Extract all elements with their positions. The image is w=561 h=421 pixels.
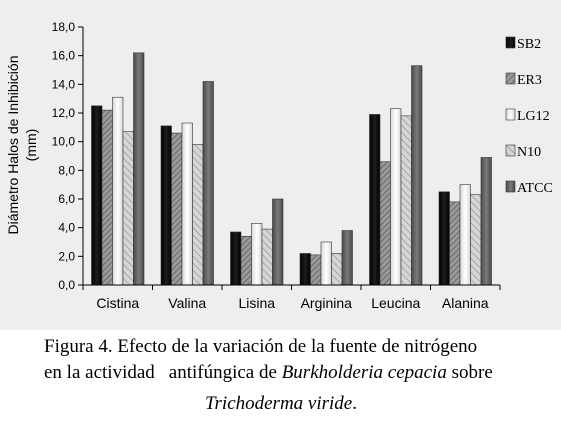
x-tick-label: Lisina [238, 295, 275, 311]
bars [91, 52, 492, 286]
bar-atcc-lisina [272, 198, 284, 286]
chart-panel: Diámetro Halos de Inhibición (mm) 0,0 2,0… [0, 0, 561, 330]
y-tick-label: 2,0 [58, 249, 75, 263]
bar-er3-alanina [449, 201, 461, 286]
bar-atcc-alanina [480, 157, 492, 286]
legend-swatch-atcc [505, 180, 516, 193]
bar-n10-cistina [122, 131, 134, 286]
legend-swatch-lg12 [505, 108, 516, 121]
bar-er3-valina [171, 132, 183, 286]
bar-er3-cistina [101, 109, 113, 286]
bar-lg12-valina [181, 122, 193, 286]
caption-species-name: Burkholderia cepacia [281, 362, 447, 383]
y-tick-label: 4,0 [58, 221, 75, 235]
y-tick-label: 10,0 [52, 135, 76, 149]
bar-lg12-cistina [112, 96, 124, 286]
bar-sb2-arginina [299, 253, 311, 286]
bar-sb2-alanina [438, 191, 450, 286]
bar-atcc-leucina [411, 65, 423, 286]
x-tick-label: Leucina [371, 295, 420, 311]
bar-er3-lisina [240, 235, 252, 286]
legend-label-er3: ER3 [517, 73, 542, 88]
y-tick-label: 14,0 [52, 77, 76, 91]
bar-atcc-valina [202, 81, 214, 286]
y-axis-title-line1: Diámetro Halos de Inhibición [5, 56, 21, 235]
y-tick-label: 0,0 [58, 278, 75, 292]
bar-n10-alanina [470, 194, 482, 286]
y-tick-label: 18,0 [52, 20, 76, 34]
legend-swatch-sb2 [505, 36, 516, 49]
x-tick-label: Alanina [442, 295, 489, 311]
legend-label-atcc: ATCC [517, 181, 553, 196]
caption-line-2: en la actividad antifúngica de Burkholder… [44, 360, 493, 386]
legend: SB2 ER3 LG12 N10 ATCC [505, 36, 553, 196]
bar-er3-arginina [310, 254, 322, 286]
caption-line-2-mid: antifúngica de [168, 362, 282, 383]
bar-n10-leucina [400, 115, 412, 286]
bar-n10-valina [192, 144, 204, 286]
caption-fungus-name: Trichoderma viride [205, 393, 353, 414]
y-tick-label: 8,0 [58, 163, 75, 177]
figure-caption: Figura 4. Efecto de la variación de la f… [0, 334, 561, 421]
bar-sb2-cistina [91, 105, 103, 286]
caption-line-2-start: en la actividad [44, 362, 155, 383]
bar-lg12-alanina [459, 184, 471, 286]
bar-n10-lisina [261, 228, 273, 286]
legend-label-n10: N10 [517, 145, 541, 160]
caption-line-3: Trichoderma viride. [205, 391, 357, 417]
bar-lg12-arginina [320, 241, 332, 286]
bar-sb2-leucina [369, 114, 381, 286]
y-axis-title-line2: (mm) [23, 129, 39, 162]
legend-swatch-n10 [505, 144, 516, 157]
x-tick-label: Valina [168, 295, 206, 311]
caption-line-2-end: sobre [446, 362, 493, 383]
x-tick-label: Cistina [96, 295, 139, 311]
legend-label-lg12: LG12 [517, 109, 550, 124]
caption-line-3-end: . [352, 393, 357, 414]
bar-chart: Diámetro Halos de Inhibición (mm) 0,0 2,0… [5, 20, 553, 311]
y-tick-label: 6,0 [58, 192, 75, 206]
bar-lg12-leucina [390, 108, 402, 286]
legend-label-sb2: SB2 [517, 37, 541, 52]
bar-atcc-cistina [133, 52, 145, 286]
y-axis-title: Diámetro Halos de Inhibición (mm) [5, 56, 39, 235]
bar-n10-arginina [331, 253, 343, 286]
caption-line-1: Figura 4. Efecto de la variación de la f… [44, 336, 478, 357]
x-tick-label: Arginina [301, 295, 353, 311]
bar-sb2-valina [160, 125, 172, 286]
y-tick-label: 12,0 [52, 106, 76, 120]
y-axis: 0,0 2,0 4,0 6,0 8,0 10,0 12,0 14,0 16,0 18,0 [52, 20, 84, 292]
x-axis: Cistina Valina Lisina Arginina Leucina Alanin… [82, 284, 501, 311]
bar-lg12-lisina [251, 223, 263, 286]
bar-atcc-arginina [341, 230, 353, 286]
legend-swatch-er3 [505, 72, 516, 85]
bar-sb2-lisina [230, 231, 242, 286]
bar-er3-leucina [379, 161, 391, 286]
y-tick-label: 16,0 [52, 49, 76, 63]
